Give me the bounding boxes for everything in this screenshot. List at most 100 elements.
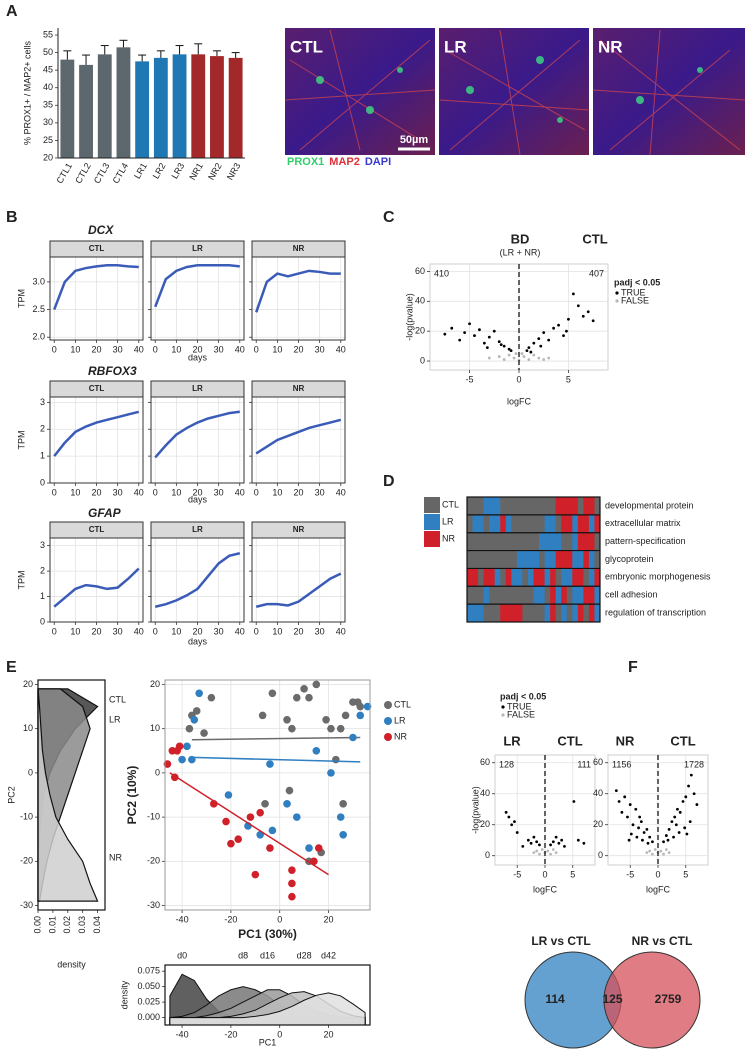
x-tick-label: 0 xyxy=(52,487,57,497)
heatmap-cell xyxy=(572,586,579,605)
heatmap-cell xyxy=(539,586,545,605)
legend-swatch xyxy=(424,497,440,513)
data-point xyxy=(507,347,511,351)
heatmap-cell xyxy=(516,514,523,533)
micrograph: CTL LR NR 50µm xyxy=(284,28,746,156)
axis-title: density xyxy=(57,959,86,969)
heatmap-cell xyxy=(467,514,473,533)
data-point xyxy=(642,831,646,834)
data-point xyxy=(521,845,525,848)
y-tick-label: 3 xyxy=(40,397,45,407)
data-point xyxy=(628,803,632,806)
heatmap-cell xyxy=(566,514,573,533)
heatmap-cell xyxy=(511,532,518,551)
x-tick-label: 40 xyxy=(235,626,245,636)
data-point xyxy=(576,304,580,308)
data-point xyxy=(192,707,201,715)
x-tick-label: 0 xyxy=(153,626,158,636)
heatmap-cell xyxy=(483,550,490,569)
heatmap-cell xyxy=(500,586,507,605)
y-tick-label: 3 xyxy=(40,540,45,550)
y-tick-label: 20 xyxy=(480,819,490,829)
trend-line xyxy=(53,410,140,457)
heatmap-cell xyxy=(588,604,595,622)
data-point xyxy=(673,815,677,819)
data-point xyxy=(450,326,454,330)
data-point xyxy=(538,852,541,856)
data-point xyxy=(672,835,675,839)
data-point xyxy=(591,319,595,323)
image-texture xyxy=(316,56,703,123)
data-point xyxy=(529,350,533,354)
data-point xyxy=(256,808,264,817)
heatmap-cell xyxy=(583,497,590,515)
facet-label: CTL xyxy=(89,525,105,534)
group-label: CTL xyxy=(582,231,607,246)
legend-swatch xyxy=(424,514,440,530)
heatmap-cell xyxy=(505,532,512,551)
legend-label: LR xyxy=(442,516,454,526)
heatmap-cell xyxy=(500,550,507,569)
heatmap-cell xyxy=(588,550,595,569)
data-point xyxy=(538,843,541,847)
x-tick-label: 20 xyxy=(324,914,334,924)
data-point xyxy=(305,844,313,852)
x-tick-label: 30 xyxy=(214,487,224,497)
heatmap-cell xyxy=(516,586,523,605)
trend-line xyxy=(255,269,341,313)
data-point xyxy=(356,711,365,720)
heatmap-cell xyxy=(561,586,568,605)
heatmap-cell xyxy=(594,586,601,605)
heatmap-cell xyxy=(505,514,512,533)
row-label: pattern-specification xyxy=(605,536,686,546)
x-tick-label: 30 xyxy=(315,626,325,636)
heatmap-cell xyxy=(478,568,485,587)
heatmap-cell xyxy=(533,514,540,533)
y-tick-label: 2.0 xyxy=(32,332,45,342)
data-point xyxy=(537,356,541,360)
heatmap-cell xyxy=(594,532,601,551)
x-tick-label: 30 xyxy=(214,626,224,636)
heatmap-cell xyxy=(539,550,545,569)
heatmap-cell xyxy=(472,568,479,587)
data-point xyxy=(258,711,267,720)
data-point xyxy=(312,680,321,689)
data-point xyxy=(648,849,652,853)
facet-strip xyxy=(251,380,346,398)
row-label: glycoprotein xyxy=(605,554,654,564)
x-tick-label: 0 xyxy=(254,344,259,354)
data-point xyxy=(509,349,513,352)
data-point xyxy=(645,827,649,831)
data-point xyxy=(341,711,350,720)
heatmap-cell xyxy=(500,568,507,587)
heatmap-cell xyxy=(594,497,601,515)
heatmap-cell xyxy=(566,532,573,551)
heatmap-cell xyxy=(577,532,584,551)
x-tick-label: -5 xyxy=(626,869,634,879)
heatmap-cell xyxy=(561,497,568,515)
data-point xyxy=(200,729,208,737)
data-point xyxy=(251,870,260,879)
data-point xyxy=(635,835,639,839)
heatmap-cell xyxy=(478,550,485,569)
bar xyxy=(97,54,112,159)
facet-strip xyxy=(150,240,245,258)
data-point xyxy=(565,329,568,333)
y-tick-label: 0.075 xyxy=(137,966,160,976)
heatmap-cell xyxy=(522,586,529,605)
heatmap-cell xyxy=(572,514,579,533)
heatmap-cell xyxy=(511,586,518,605)
data-point xyxy=(683,826,687,830)
x-tick-label: 20 xyxy=(192,626,202,636)
x-tick-label: -20 xyxy=(224,1029,237,1039)
data-point xyxy=(332,755,340,764)
data-point xyxy=(678,810,682,814)
y-tick-label: 35 xyxy=(43,100,53,110)
data-point xyxy=(227,839,235,848)
x-tick-label: -5 xyxy=(466,374,474,384)
data-point xyxy=(504,810,508,814)
data-point xyxy=(549,852,552,856)
heatmap-cell xyxy=(572,497,579,515)
y-tick-label: 40 xyxy=(415,296,425,306)
heatmap-cell xyxy=(583,532,590,551)
